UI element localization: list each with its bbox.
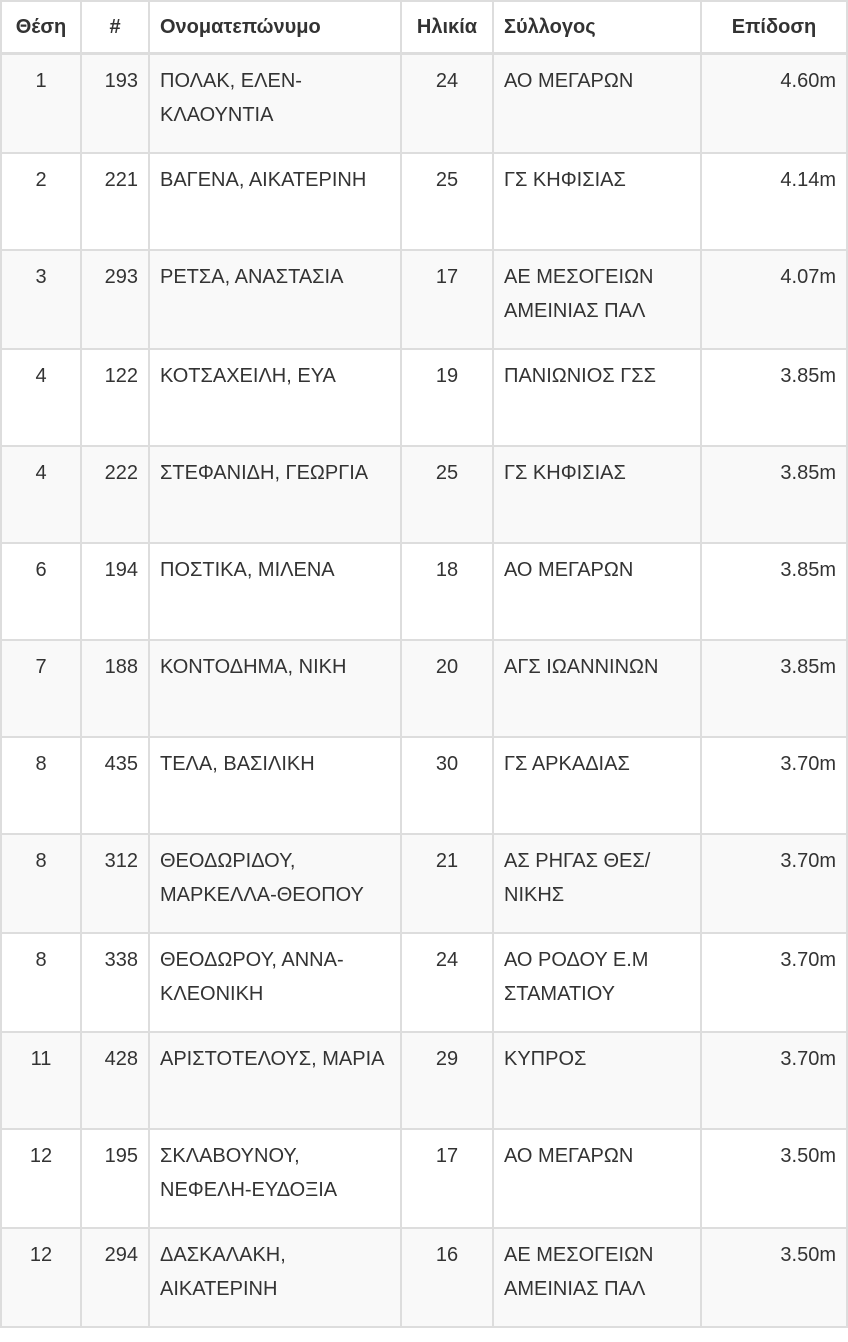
table-row: 8 312 ΘΕΟΔΩΡΙΔΟΥ, ΜΑΡΚΕΛΛΑ-ΘΕΟΠΟΥ 21 ΑΣ ΡΗΓΑ… [0,833,848,934]
cell-bib: 195 [80,1128,150,1229]
cell-age: 20 [400,639,494,738]
cell-club: ΓΣ ΑΡΚΑΔΙΑΣ [492,736,702,835]
cell-name: ΡΕΤΣΑ, ΑΝΑΣΤΑΣΙΑ [148,249,402,350]
cell-bib: 222 [80,445,150,544]
cell-club: ΚΥΠΡΟΣ [492,1031,702,1130]
cell-club: ΑΓΣ ΙΩΑΝΝΙΝΩΝ [492,639,702,738]
cell-mark: 3.70m [700,932,848,1033]
cell-age: 18 [400,542,494,641]
cell-name: ΘΕΟΔΩΡΙΔΟΥ, ΜΑΡΚΕΛΛΑ-ΘΕΟΠΟΥ [148,833,402,934]
cell-mark: 3.85m [700,542,848,641]
cell-place: 8 [0,932,82,1033]
cell-mark: 3.50m [700,1128,848,1229]
cell-club: ΑΕ ΜΕΣΟΓΕΙΩΝ ΑΜΕΙΝΙΑΣ ΠΑΛ [492,1227,702,1328]
cell-place: 11 [0,1031,82,1130]
cell-age: 29 [400,1031,494,1130]
cell-mark: 4.14m [700,152,848,251]
cell-bib: 188 [80,639,150,738]
header-place[interactable]: Θέση [0,0,82,55]
cell-name: ΚΟΤΣΑΧΕΙΛΗ, ΕΥΑ [148,348,402,447]
cell-place: 3 [0,249,82,350]
header-mark[interactable]: Επίδοση [700,0,848,55]
cell-name: ΘΕΟΔΩΡΟΥ, ΑΝΝΑ-ΚΛΕΟΝΙΚΗ [148,932,402,1033]
cell-age: 24 [400,932,494,1033]
cell-bib: 193 [80,52,150,154]
cell-club: ΠΑΝΙΩΝΙΟΣ ΓΣΣ [492,348,702,447]
cell-name: ΠΟΛΑΚ, ΕΛΕΝ-ΚΛΑΟΥΝΤΙΑ [148,52,402,154]
header-name[interactable]: Ονοματεπώνυμο [148,0,402,55]
cell-club: ΑΟ ΜΕΓΑΡΩΝ [492,52,702,154]
cell-name: ΑΡΙΣΤΟΤΕΛΟΥΣ, ΜΑΡΙΑ [148,1031,402,1130]
cell-mark: 3.70m [700,1031,848,1130]
cell-bib: 293 [80,249,150,350]
cell-bib: 428 [80,1031,150,1130]
cell-bib: 312 [80,833,150,934]
cell-club: ΑΟ ΜΕΓΑΡΩΝ [492,542,702,641]
cell-age: 30 [400,736,494,835]
cell-place: 7 [0,639,82,738]
cell-age: 24 [400,52,494,154]
cell-bib: 435 [80,736,150,835]
cell-club: ΑΟ ΡΟΔΟΥ Ε.Μ ΣΤΑΜΑΤΙΟΥ [492,932,702,1033]
table-row: 2 221 ΒΑΓΕΝΑ, ΑΙΚΑΤΕΡΙΝΗ 25 ΓΣ ΚΗΦΙΣΙΑΣ 4.14m [0,152,848,251]
cell-name: ΠΟΣΤΙΚΑ, ΜΙΛΕΝΑ [148,542,402,641]
cell-bib: 338 [80,932,150,1033]
cell-name: ΣΚΛΑΒΟΥΝΟΥ, ΝΕΦΕΛΗ-ΕΥΔΟΞΙΑ [148,1128,402,1229]
cell-age: 16 [400,1227,494,1328]
table-row: 1 193 ΠΟΛΑΚ, ΕΛΕΝ-ΚΛΑΟΥΝΤΙΑ 24 ΑΟ ΜΕΓΑΡΩΝ 4.6… [0,52,848,154]
cell-name: ΤΕΛΑ, ΒΑΣΙΛΙΚΗ [148,736,402,835]
cell-mark: 3.85m [700,639,848,738]
cell-age: 25 [400,152,494,251]
cell-club: ΑΕ ΜΕΣΟΓΕΙΩΝ ΑΜΕΙΝΙΑΣ ΠΑΛ [492,249,702,350]
table-row: 12 294 ΔΑΣΚΑΛΑΚΗ, ΑΙΚΑΤΕΡΙΝΗ 16 ΑΕ ΜΕΣΟΓΕΙΩΝ… [0,1227,848,1328]
cell-mark: 4.07m [700,249,848,350]
header-row: Θέση # Ονοματεπώνυμο Ηλικία Σύλλογος Επί… [0,0,848,55]
table-row: 12 195 ΣΚΛΑΒΟΥΝΟΥ, ΝΕΦΕΛΗ-ΕΥΔΟΞΙΑ 17 ΑΟ ΜΕΓΑ… [0,1128,848,1229]
cell-age: 17 [400,249,494,350]
cell-name: ΚΟΝΤΟΔΗΜΑ, ΝΙΚΗ [148,639,402,738]
cell-age: 21 [400,833,494,934]
cell-mark: 3.70m [700,833,848,934]
table-row: 11 428 ΑΡΙΣΤΟΤΕΛΟΥΣ, ΜΑΡΙΑ 29 ΚΥΠΡΟΣ 3.70m [0,1031,848,1130]
cell-name: ΔΑΣΚΑΛΑΚΗ, ΑΙΚΑΤΕΡΙΝΗ [148,1227,402,1328]
table-row: 3 293 ΡΕΤΣΑ, ΑΝΑΣΤΑΣΙΑ 17 ΑΕ ΜΕΣΟΓΕΙΩΝ ΑΜΕΙΝ… [0,249,848,350]
cell-name: ΣΤΕΦΑΝΙΔΗ, ΓΕΩΡΓΙΑ [148,445,402,544]
cell-age: 25 [400,445,494,544]
cell-club: ΑΣ ΡΗΓΑΣ ΘΕΣ/ΝΙΚΗΣ [492,833,702,934]
cell-place: 6 [0,542,82,641]
cell-place: 1 [0,52,82,154]
cell-place: 2 [0,152,82,251]
table-row: 8 435 ΤΕΛΑ, ΒΑΣΙΛΙΚΗ 30 ΓΣ ΑΡΚΑΔΙΑΣ 3.70m [0,736,848,835]
cell-bib: 194 [80,542,150,641]
cell-name: ΒΑΓΕΝΑ, ΑΙΚΑΤΕΡΙΝΗ [148,152,402,251]
cell-club: ΑΟ ΜΕΓΑΡΩΝ [492,1128,702,1229]
cell-club: ΓΣ ΚΗΦΙΣΙΑΣ [492,445,702,544]
table-row: 4 222 ΣΤΕΦΑΝΙΔΗ, ΓΕΩΡΓΙΑ 25 ΓΣ ΚΗΦΙΣΙΑΣ 3.85m [0,445,848,544]
cell-bib: 122 [80,348,150,447]
cell-age: 19 [400,348,494,447]
header-club[interactable]: Σύλλογος [492,0,702,55]
table-row: 4 122 ΚΟΤΣΑΧΕΙΛΗ, ΕΥΑ 19 ΠΑΝΙΩΝΙΟΣ ΓΣΣ 3.85m [0,348,848,447]
cell-bib: 221 [80,152,150,251]
cell-mark: 3.70m [700,736,848,835]
cell-place: 12 [0,1227,82,1328]
cell-mark: 4.60m [700,52,848,154]
cell-club: ΓΣ ΚΗΦΙΣΙΑΣ [492,152,702,251]
cell-mark: 3.50m [700,1227,848,1328]
cell-place: 4 [0,348,82,447]
table-row: 8 338 ΘΕΟΔΩΡΟΥ, ΑΝΝΑ-ΚΛΕΟΝΙΚΗ 24 ΑΟ ΡΟΔΟΥ Ε.… [0,932,848,1033]
header-age[interactable]: Ηλικία [400,0,494,55]
cell-age: 17 [400,1128,494,1229]
table-row: 7 188 ΚΟΝΤΟΔΗΜΑ, ΝΙΚΗ 20 ΑΓΣ ΙΩΑΝΝΙΝΩΝ 3.85m [0,639,848,738]
table-row: 6 194 ΠΟΣΤΙΚΑ, ΜΙΛΕΝΑ 18 ΑΟ ΜΕΓΑΡΩΝ 3.85m [0,542,848,641]
cell-place: 12 [0,1128,82,1229]
cell-place: 8 [0,833,82,934]
cell-place: 8 [0,736,82,835]
cell-bib: 294 [80,1227,150,1328]
cell-place: 4 [0,445,82,544]
cell-mark: 3.85m [700,445,848,544]
cell-mark: 3.85m [700,348,848,447]
header-bib[interactable]: # [80,0,150,55]
